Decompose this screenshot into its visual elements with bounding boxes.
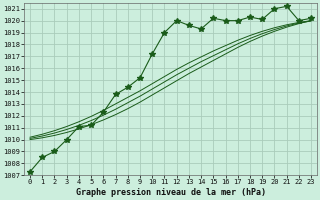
X-axis label: Graphe pression niveau de la mer (hPa): Graphe pression niveau de la mer (hPa) <box>76 188 266 197</box>
